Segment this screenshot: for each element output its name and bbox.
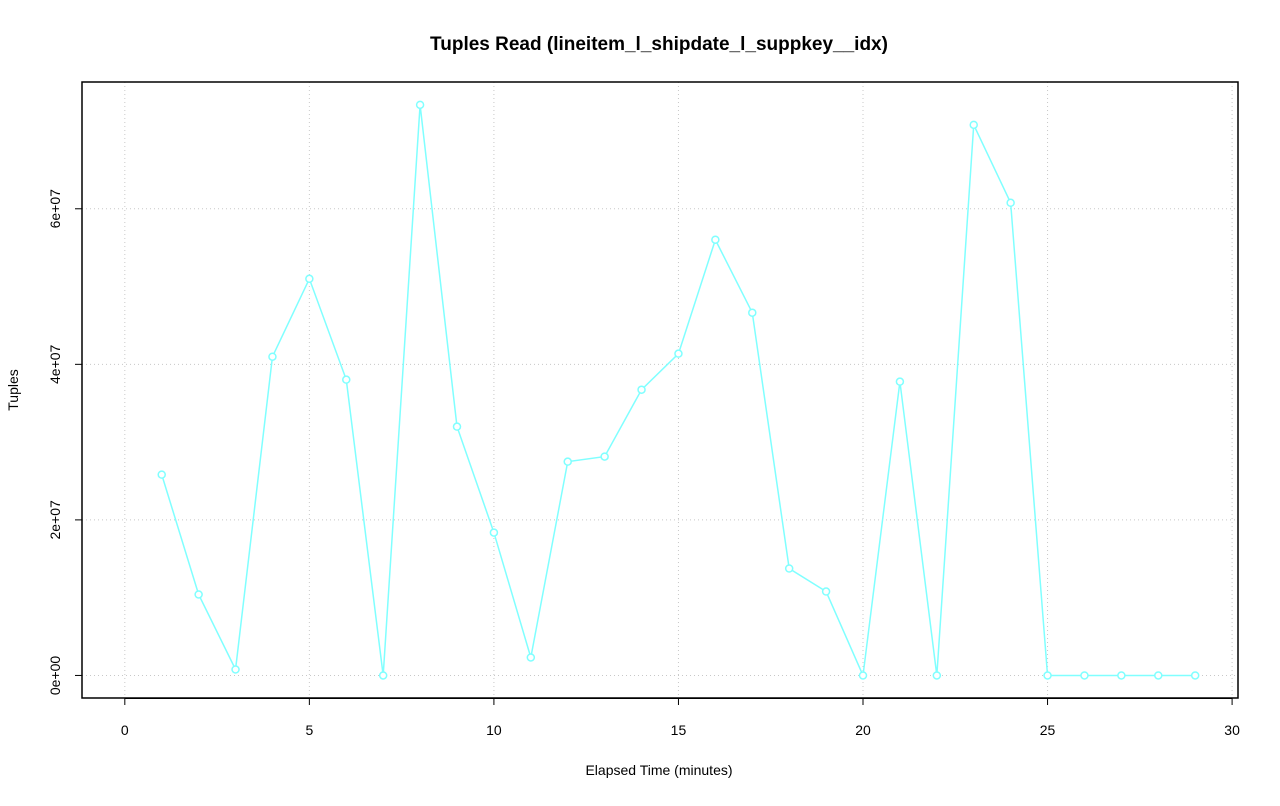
data-point: [194, 590, 203, 599]
data-point: [858, 671, 868, 680]
y-tick-label: 0e+00: [47, 656, 63, 696]
x-tick-label: 25: [1040, 722, 1056, 738]
x-tick-label: 10: [486, 722, 502, 738]
data-point: [1080, 671, 1089, 680]
data-point: [452, 422, 462, 431]
data-point: [969, 120, 978, 130]
x-tick-label: 5: [305, 722, 313, 738]
data-point: [1117, 671, 1126, 680]
data-point: [489, 528, 499, 537]
data-point: [305, 274, 314, 284]
x-tick-label: 20: [855, 722, 871, 738]
x-tick-label: 0: [121, 722, 129, 738]
x-tick-label: 30: [1224, 722, 1240, 738]
data-point: [268, 352, 277, 361]
data-point: [1006, 198, 1015, 208]
data-point: [748, 308, 757, 317]
data-point: [637, 385, 646, 394]
y-tick-label: 4e+07: [47, 344, 63, 384]
data-point: [378, 671, 388, 680]
data-point: [563, 457, 572, 466]
data-point: [932, 671, 942, 680]
data-point: [342, 375, 351, 384]
data-point: [784, 564, 794, 573]
chart-title: Tuples Read (lineitem_l_shipdate_l_suppk…: [430, 34, 888, 55]
plot-frame: [81, 81, 1239, 699]
data-point: [1190, 671, 1200, 680]
data-point: [231, 665, 240, 674]
data-point: [526, 653, 536, 662]
data-point: [895, 377, 905, 386]
data-point: [711, 235, 720, 244]
x-tick-label: 15: [671, 722, 687, 738]
y-axis-label: Tuples: [5, 369, 21, 411]
data-point: [1043, 671, 1052, 680]
data-point: [1154, 671, 1163, 680]
y-tick-label: 2e+07: [47, 500, 63, 540]
data-point: [600, 452, 609, 461]
data-point: [157, 470, 166, 479]
data-point: [821, 587, 831, 596]
data-point: [674, 349, 683, 358]
x-axis-label: Elapsed Time (minutes): [585, 762, 732, 778]
y-tick-label: 6e+07: [47, 189, 63, 229]
data-point: [415, 100, 425, 110]
